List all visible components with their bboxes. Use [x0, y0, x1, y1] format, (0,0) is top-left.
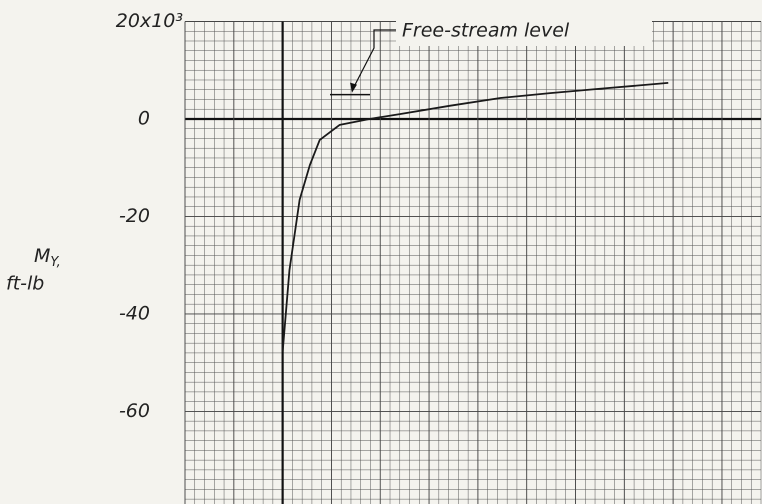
annotation-text: Free-stream level [402, 20, 570, 42]
y-axis-label-main: M [34, 245, 50, 267]
leader-arrow [350, 82, 357, 93]
y-tick-label: -60 [119, 400, 150, 422]
leader-line [351, 29, 396, 91]
annotation-bg [396, 16, 652, 46]
y-tick-label: -20 [119, 205, 150, 227]
y-tick-label: 20x10³ [116, 10, 183, 32]
data-line [281, 82, 669, 353]
grid [184, 21, 762, 504]
y-tick-label: 0 [138, 107, 150, 129]
foreground: 20x10³ 0 -20 -40 -60 MY, ft-lb Free-stream leve… [6, 10, 761, 504]
y-axis-label-sub: Y, [50, 255, 60, 270]
y-axis-label: ft-lb [6, 273, 44, 295]
y-axis-label: MY, [34, 245, 61, 270]
y-tick-label: -40 [119, 302, 150, 324]
